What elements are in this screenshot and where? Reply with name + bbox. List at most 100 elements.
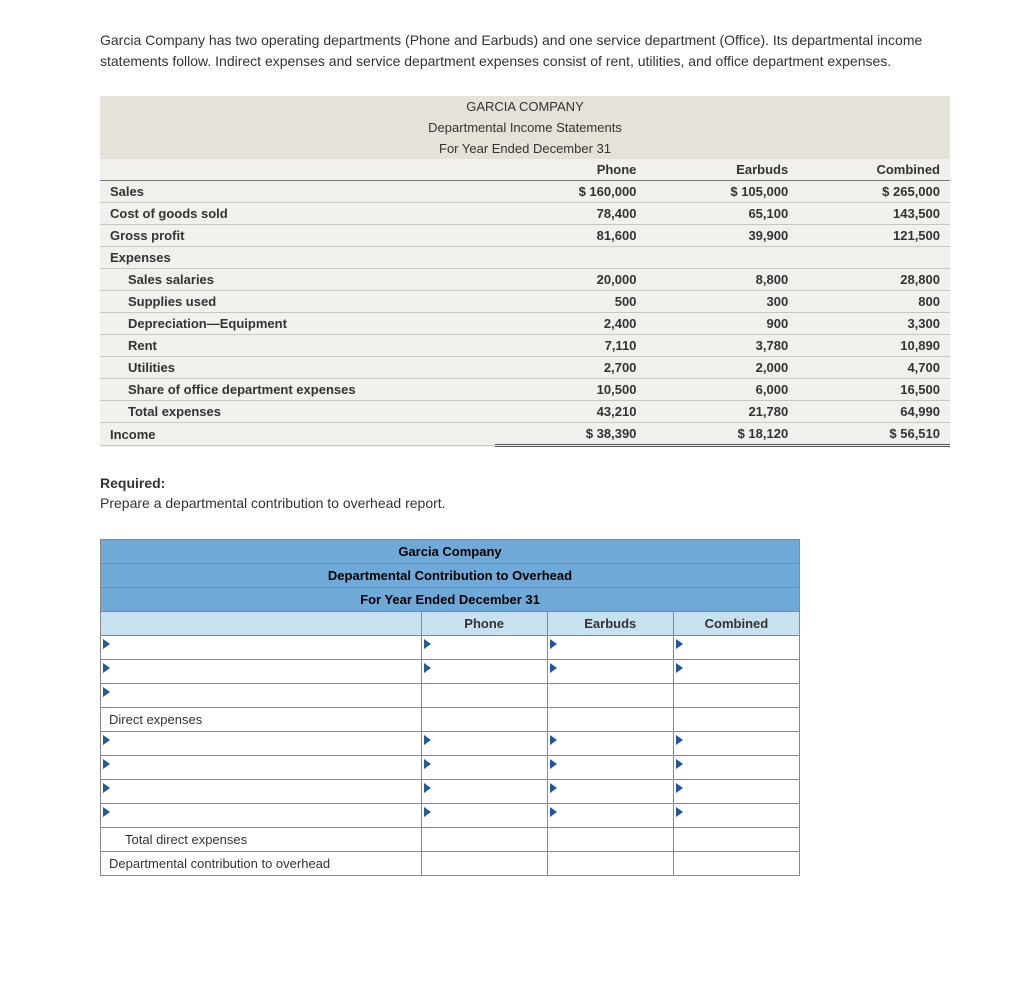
ws-exp4-phone[interactable]: [421, 804, 547, 828]
ws-row1-label[interactable]: [101, 636, 422, 660]
dropdown-icon: [424, 807, 431, 817]
row-value: 3,300: [798, 313, 950, 335]
row-label: Expenses: [100, 247, 495, 269]
dropdown-icon: [424, 663, 431, 673]
row-value: 3,780: [646, 335, 798, 357]
income-title3: For Year Ended December 31: [100, 138, 950, 159]
income-statement-table: GARCIA COMPANY Departmental Income State…: [100, 96, 950, 447]
ws-row3-combined[interactable]: [673, 684, 799, 708]
ws-exp4-combined[interactable]: [673, 804, 799, 828]
dropdown-icon: [550, 807, 557, 817]
row-value: 4,700: [798, 357, 950, 379]
ws-row1-earbuds[interactable]: [547, 636, 673, 660]
ws-exp2-phone[interactable]: [421, 756, 547, 780]
ws-dept-contrib-label: Departmental contribution to overhead: [101, 852, 422, 876]
ws-exp1-earbuds[interactable]: [547, 732, 673, 756]
ws-de-combined: [673, 708, 799, 732]
ws-row3-phone[interactable]: [421, 684, 547, 708]
worksheet-table: Garcia Company Departmental Contribution…: [100, 539, 800, 876]
ws-row2-phone[interactable]: [421, 660, 547, 684]
required-label: Required:: [100, 475, 924, 491]
ws-row2-label[interactable]: [101, 660, 422, 684]
dropdown-icon: [550, 783, 557, 793]
ws-exp4-label[interactable]: [101, 804, 422, 828]
row-value: 81,600: [495, 225, 647, 247]
ws-row3-earbuds[interactable]: [547, 684, 673, 708]
required-text: Prepare a departmental contribution to o…: [100, 495, 924, 511]
income-title1: GARCIA COMPANY: [100, 96, 950, 117]
row-value: [798, 247, 950, 269]
ws-td-combined[interactable]: [673, 828, 799, 852]
row-value: $ 265,000: [798, 181, 950, 203]
ws-row1-combined[interactable]: [673, 636, 799, 660]
row-value: 39,900: [646, 225, 798, 247]
dropdown-icon: [103, 639, 110, 649]
row-value: 16,500: [798, 379, 950, 401]
dropdown-icon: [424, 759, 431, 769]
row-value: 2,700: [495, 357, 647, 379]
col-earbuds: Earbuds: [646, 159, 798, 181]
ws-dc-combined[interactable]: [673, 852, 799, 876]
dropdown-icon: [103, 807, 110, 817]
row-value: [495, 247, 647, 269]
row-value: 10,500: [495, 379, 647, 401]
ws-exp2-combined[interactable]: [673, 756, 799, 780]
dropdown-icon: [103, 687, 110, 697]
dropdown-icon: [676, 639, 683, 649]
dropdown-icon: [550, 735, 557, 745]
row-value: 64,990: [798, 401, 950, 423]
ws-exp3-earbuds[interactable]: [547, 780, 673, 804]
ws-title3: For Year Ended December 31: [101, 588, 800, 612]
ws-exp1-label[interactable]: [101, 732, 422, 756]
row-value: 143,500: [798, 203, 950, 225]
ws-de-earbuds: [547, 708, 673, 732]
ws-total-direct-label: Total direct expenses: [101, 828, 422, 852]
ws-row2-combined[interactable]: [673, 660, 799, 684]
dropdown-icon: [676, 807, 683, 817]
ws-direct-expenses-label: Direct expenses: [101, 708, 422, 732]
col-phone: Phone: [495, 159, 647, 181]
ws-exp2-label[interactable]: [101, 756, 422, 780]
ws-row3-label[interactable]: [101, 684, 422, 708]
ws-dc-phone[interactable]: [421, 852, 547, 876]
dropdown-icon: [676, 783, 683, 793]
ws-exp3-phone[interactable]: [421, 780, 547, 804]
dropdown-icon: [676, 735, 683, 745]
row-value: 10,890: [798, 335, 950, 357]
dropdown-icon: [424, 783, 431, 793]
row-label: Share of office department expenses: [100, 379, 495, 401]
row-value: 500: [495, 291, 647, 313]
ws-exp3-label[interactable]: [101, 780, 422, 804]
ws-exp3-combined[interactable]: [673, 780, 799, 804]
ws-exp2-earbuds[interactable]: [547, 756, 673, 780]
row-value: 28,800: [798, 269, 950, 291]
row-label: Utilities: [100, 357, 495, 379]
ws-td-earbuds[interactable]: [547, 828, 673, 852]
ws-row1-phone[interactable]: [421, 636, 547, 660]
row-value: $ 56,510: [798, 423, 950, 446]
dropdown-icon: [676, 663, 683, 673]
ws-dc-earbuds[interactable]: [547, 852, 673, 876]
row-value: 65,100: [646, 203, 798, 225]
row-value: [646, 247, 798, 269]
dropdown-icon: [103, 759, 110, 769]
dropdown-icon: [550, 639, 557, 649]
row-label: Sales: [100, 181, 495, 203]
ws-blank-header: [101, 612, 422, 636]
ws-col-phone: Phone: [421, 612, 547, 636]
row-label: Income: [100, 423, 495, 446]
ws-td-phone[interactable]: [421, 828, 547, 852]
dropdown-icon: [424, 639, 431, 649]
dropdown-icon: [676, 759, 683, 769]
ws-exp4-earbuds[interactable]: [547, 804, 673, 828]
row-label: Cost of goods sold: [100, 203, 495, 225]
ws-exp1-combined[interactable]: [673, 732, 799, 756]
dropdown-icon: [424, 735, 431, 745]
dropdown-icon: [103, 735, 110, 745]
row-value: 21,780: [646, 401, 798, 423]
ws-row2-earbuds[interactable]: [547, 660, 673, 684]
ws-exp1-phone[interactable]: [421, 732, 547, 756]
row-value: 300: [646, 291, 798, 313]
row-value: 20,000: [495, 269, 647, 291]
row-value: 2,000: [646, 357, 798, 379]
